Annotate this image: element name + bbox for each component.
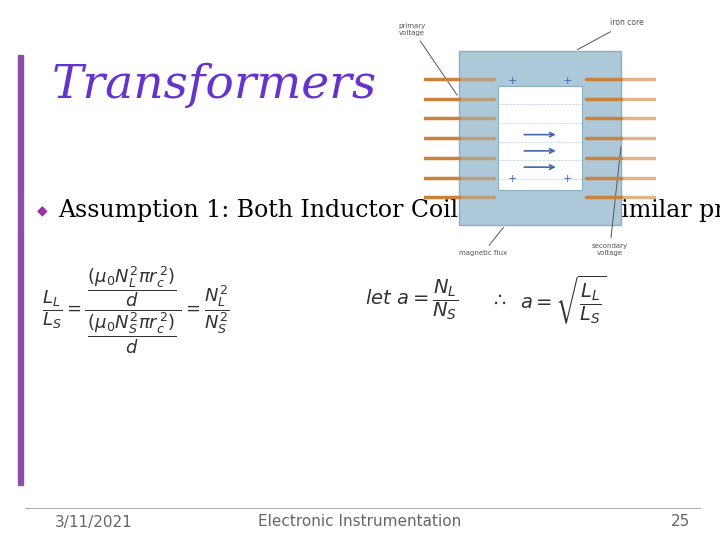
Text: $\mathit{let}\ a = \dfrac{N_L}{N_S}$: $\mathit{let}\ a = \dfrac{N_L}{N_S}$	[365, 278, 458, 322]
Text: Transformers: Transformers	[52, 62, 377, 107]
Text: Electronic Instrumentation: Electronic Instrumentation	[258, 515, 462, 530]
Text: primary
voltage: primary voltage	[399, 23, 457, 95]
Text: $\dfrac{L_L}{L_S} = \dfrac{\,\dfrac{(\mu_0 N_L^2 \pi r_c^{\,2})}{d}\,}{\,\dfrac{: $\dfrac{L_L}{L_S} = \dfrac{\,\dfrac{(\mu…	[42, 265, 230, 355]
Text: 3/11/2021: 3/11/2021	[55, 515, 132, 530]
Text: Assumption 1: Both Inductor Coils must have similar pr: Assumption 1: Both Inductor Coils must h…	[58, 199, 720, 221]
Text: secondary
voltage: secondary voltage	[592, 147, 628, 256]
Text: +: +	[563, 174, 572, 184]
FancyBboxPatch shape	[498, 86, 582, 190]
Text: +: +	[563, 76, 572, 86]
Text: +: +	[508, 76, 517, 86]
Text: magnetic flux: magnetic flux	[459, 227, 507, 256]
Text: 25: 25	[671, 515, 690, 530]
Text: ◆: ◆	[37, 203, 48, 217]
Text: $a = \sqrt{\dfrac{L_L}{L_S}}$: $a = \sqrt{\dfrac{L_L}{L_S}}$	[520, 274, 606, 326]
Text: $\therefore$: $\therefore$	[490, 291, 507, 309]
Text: iron core: iron core	[577, 18, 644, 50]
Bar	[18, 55, 23, 485]
FancyBboxPatch shape	[459, 51, 621, 225]
Text: +: +	[508, 174, 517, 184]
